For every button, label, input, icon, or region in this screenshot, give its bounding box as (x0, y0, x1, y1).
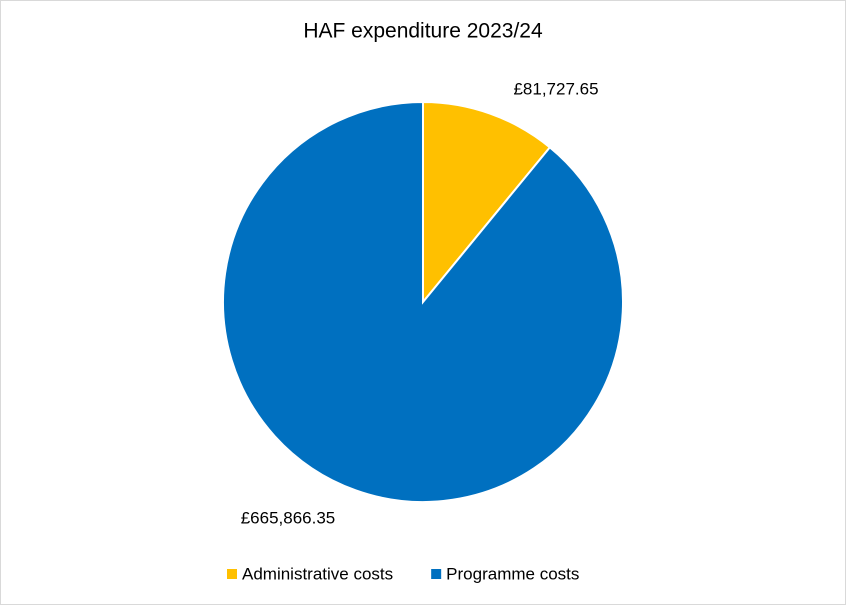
pie-slice (422, 100, 552, 305)
chart-title: HAF expenditure 2023/24 (303, 20, 543, 43)
legend-swatch (431, 569, 442, 579)
data-label: £81,727.65 (513, 79, 598, 98)
pie-slice (222, 100, 624, 503)
legend-swatch (227, 569, 237, 579)
legend-label: Administrative costs (242, 564, 393, 583)
legend-label: Programme costs (446, 564, 579, 583)
data-label: £665,866.35 (241, 508, 336, 527)
